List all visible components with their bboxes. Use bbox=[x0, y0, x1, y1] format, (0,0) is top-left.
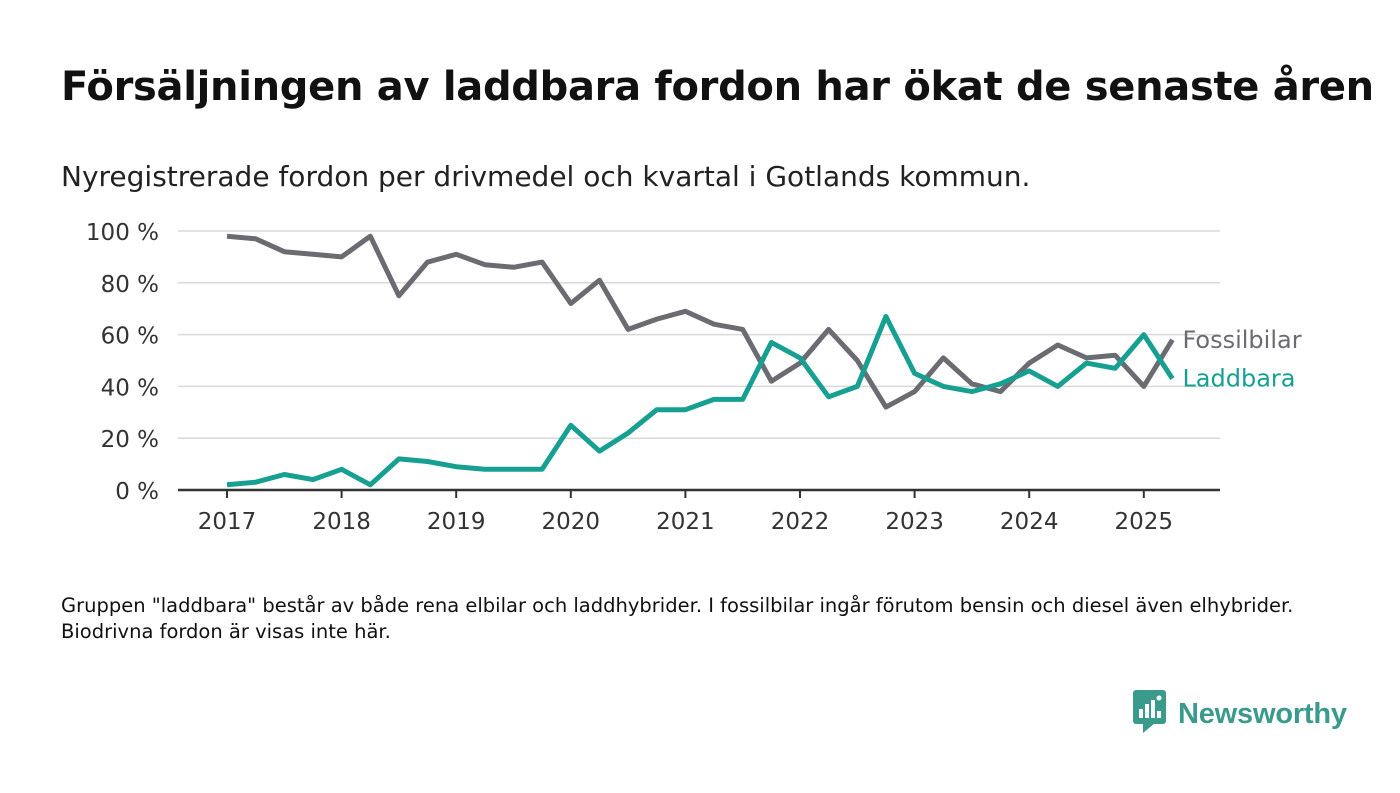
series-labels: Fossilbilar Laddbara bbox=[1182, 326, 1301, 393]
y-tick-label: 20 % bbox=[101, 427, 159, 453]
x-tick-label: 2024 bbox=[1000, 509, 1059, 535]
brand-name: Newsworthy bbox=[1178, 697, 1347, 730]
x-tick-label: 2017 bbox=[198, 509, 257, 535]
chart-subtitle: Nyregistrerade fordon per drivmedel och … bbox=[61, 160, 1031, 193]
x-tick-label: 2023 bbox=[885, 509, 944, 535]
y-tick-label: 60 % bbox=[101, 324, 159, 350]
series-label-laddbara: Laddbara bbox=[1182, 365, 1295, 393]
series-line-fossilbilar bbox=[226, 233, 1175, 410]
newsworthy-logo-icon bbox=[1133, 690, 1166, 738]
x-tick-label: 2025 bbox=[1115, 509, 1174, 535]
x-axis: 2017 2018 2019 2020 2021 2022 2023 2024 2025 bbox=[178, 488, 1220, 535]
series-lines bbox=[226, 233, 1175, 488]
x-tick-label: 2019 bbox=[427, 509, 486, 535]
y-axis-tick-labels: 0 % 20 % 40 % 60 % 80 % 100 % bbox=[86, 220, 159, 505]
series-label-fossilbilar: Fossilbilar bbox=[1182, 326, 1301, 354]
y-tick-label: 100 % bbox=[86, 220, 159, 246]
x-tick-label: 2021 bbox=[656, 509, 715, 535]
footnote: Gruppen "laddbara" består av både rena e… bbox=[61, 594, 1294, 643]
line-chart: 0 % 20 % 40 % 60 % 80 % 100 % 2017 2018 2019 202… bbox=[86, 220, 1302, 535]
x-tick-label: 2018 bbox=[312, 509, 371, 535]
brand-logo[interactable]: Newsworthy bbox=[1133, 690, 1347, 738]
y-tick-label: 0 % bbox=[115, 479, 159, 505]
chart-title: Försäljningen av laddbara fordon har öka… bbox=[61, 64, 1374, 110]
y-tick-label: 80 % bbox=[101, 272, 159, 298]
gridlines bbox=[178, 230, 1220, 439]
x-tick-label: 2020 bbox=[542, 509, 601, 535]
y-tick-label: 40 % bbox=[101, 375, 159, 401]
x-tick-label: 2022 bbox=[771, 509, 830, 535]
series-line-laddbara bbox=[226, 314, 1175, 488]
